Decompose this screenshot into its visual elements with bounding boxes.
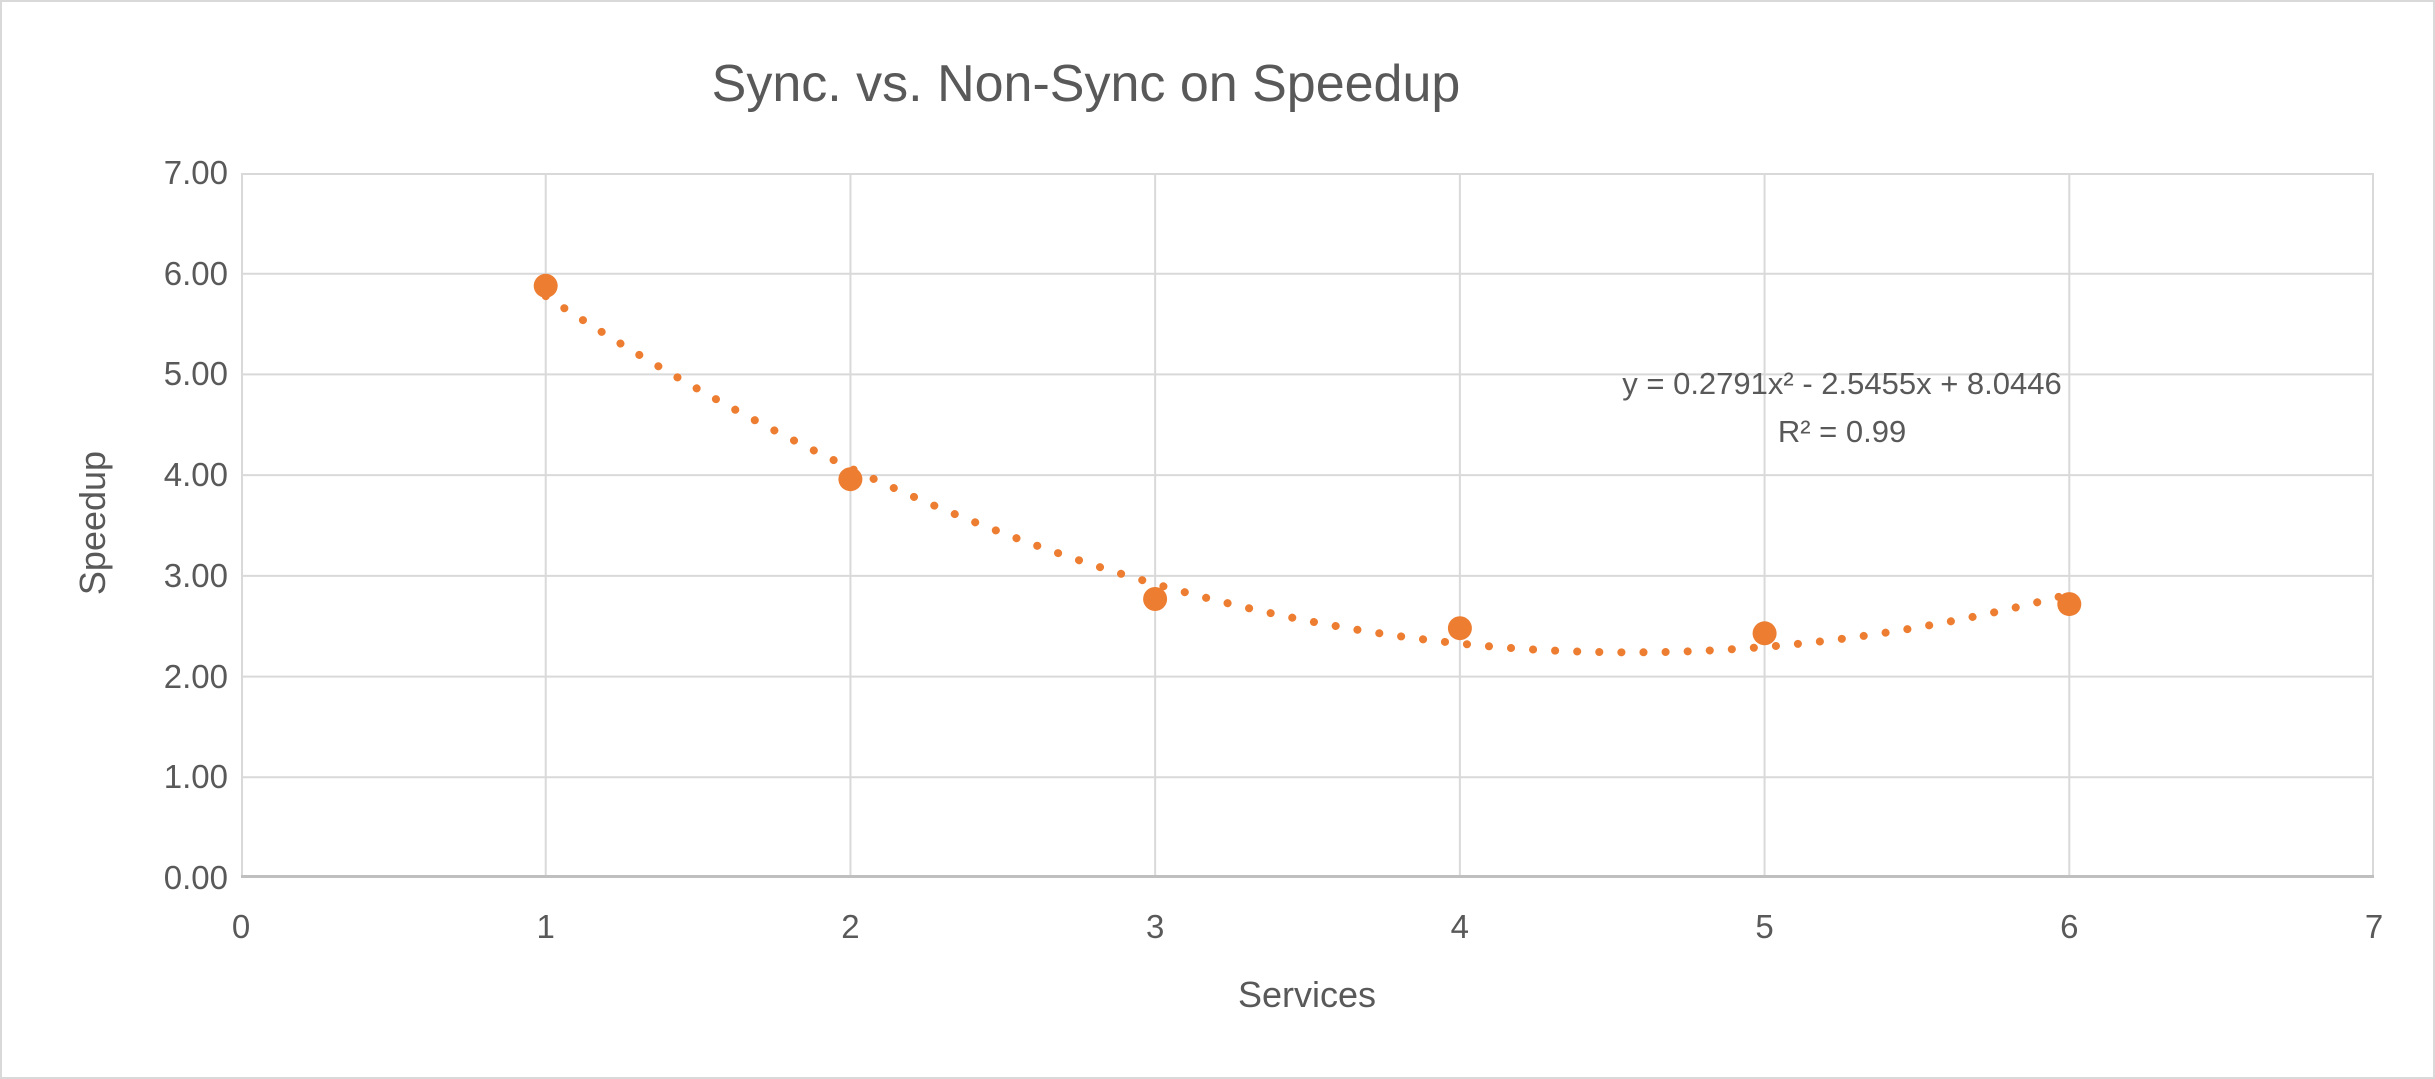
y-axis-title: Speedup <box>72 450 113 596</box>
y-tick-label: 6.00 <box>163 254 228 292</box>
y-tick-label: 0.00 <box>163 859 228 896</box>
data-point <box>2057 592 2082 617</box>
data-point <box>533 273 558 298</box>
x-tick-label: 6 <box>2060 908 2079 945</box>
x-tick-label: 7 <box>2364 908 2384 945</box>
x-tick-label: 5 <box>1755 908 1774 945</box>
y-tick-label: 7.00 <box>163 154 228 191</box>
chart-title: Sync. vs. Non-Sync on Speedup <box>711 55 1461 113</box>
x-axis-title: Services <box>1237 974 1377 1015</box>
y-tick-label: 2.00 <box>163 657 228 695</box>
trendline-equation-r-squared: R² = 0.99 <box>1777 414 1907 449</box>
x-tick-label: 4 <box>1450 908 1470 945</box>
x-tick-label: 2 <box>841 908 860 945</box>
data-point <box>1447 616 1472 641</box>
x-tick-label: 1 <box>536 908 555 945</box>
y-tick-label: 5.00 <box>163 355 228 393</box>
y-tick-label: 4.00 <box>163 456 228 494</box>
y-tick-label: 3.00 <box>163 556 228 594</box>
data-point <box>1143 587 1168 611</box>
y-tick-label: 1.00 <box>163 758 228 796</box>
data-point <box>838 467 863 492</box>
trendline <box>541 292 2074 657</box>
trendline-equation: y = 0.2791x² - 2.5455x + 8.0446 R² = 0.9… <box>1392 360 2292 456</box>
data-point <box>1752 621 1777 646</box>
trendline-equation-formula: y = 0.2791x² - 2.5455x + 8.0446 <box>1622 366 2062 401</box>
x-tick-label: 3 <box>1145 908 1165 945</box>
plot-border <box>241 173 2374 878</box>
plot-area <box>241 173 2374 878</box>
x-tick-label: 0 <box>231 908 251 945</box>
